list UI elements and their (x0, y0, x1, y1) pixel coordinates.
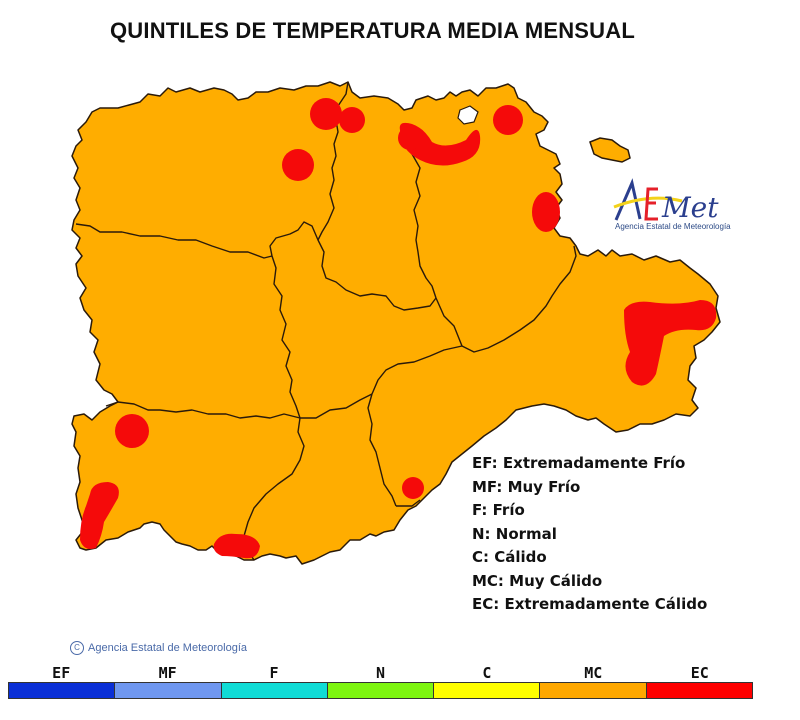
scale-label-c: C (482, 664, 492, 682)
scale-swatch-ec (646, 683, 752, 698)
color-scale-bar (8, 682, 753, 699)
scale-label-mf: MF (158, 664, 177, 682)
scale-swatch-n (327, 683, 435, 698)
svg-text:Met: Met (661, 191, 719, 224)
scale-swatch-ef (9, 683, 116, 698)
scale-swatch-mf (115, 683, 222, 698)
coast-gap (457, 105, 479, 125)
legend-entry-ec: EC: Extremadamente Cálido (472, 595, 708, 613)
map-title: QUINTILES DE TEMPERATURA MEDIA MENSUAL (109, 18, 635, 43)
legend-entry-ef: EF: Extremadamente Frío (472, 454, 686, 472)
scale-label-ec: EC (690, 664, 709, 682)
scale-swatch-mc (540, 683, 647, 698)
scale-label-n: N (375, 664, 385, 682)
legend-entry-f: F: Frío (472, 501, 525, 519)
enclave-shape (589, 137, 631, 163)
copyright-icon: C (70, 641, 84, 655)
logo-subtitle: Agencia Estatal de Meteorología (615, 222, 731, 231)
aemet-logo: Met (613, 178, 719, 224)
scale-swatch-c (434, 683, 541, 698)
scale-label-ef: EF (52, 664, 71, 682)
legend-entry-n: N: Normal (472, 524, 557, 543)
scale-label-mc: MC (584, 664, 603, 682)
ec-hotspots (80, 98, 717, 559)
category-legend: EF: Extremadamente Frío MF: Muy Frío F: … (472, 452, 707, 617)
scale-label-f: F (269, 664, 279, 682)
legend-entry-mc: MC: Muy Cálido (472, 571, 603, 590)
copyright-text: Agencia Estatal de Meteorología (88, 642, 247, 654)
legend-entry-mf: MF: Muy Frío (472, 477, 581, 496)
legend-entry-c: C: Cálido (472, 548, 547, 566)
color-scale-labels: EF MF F N C MC EC (8, 664, 753, 682)
copyright-notice: C Agencia Estatal de Meteorología (70, 641, 247, 655)
scale-swatch-f (221, 683, 328, 698)
